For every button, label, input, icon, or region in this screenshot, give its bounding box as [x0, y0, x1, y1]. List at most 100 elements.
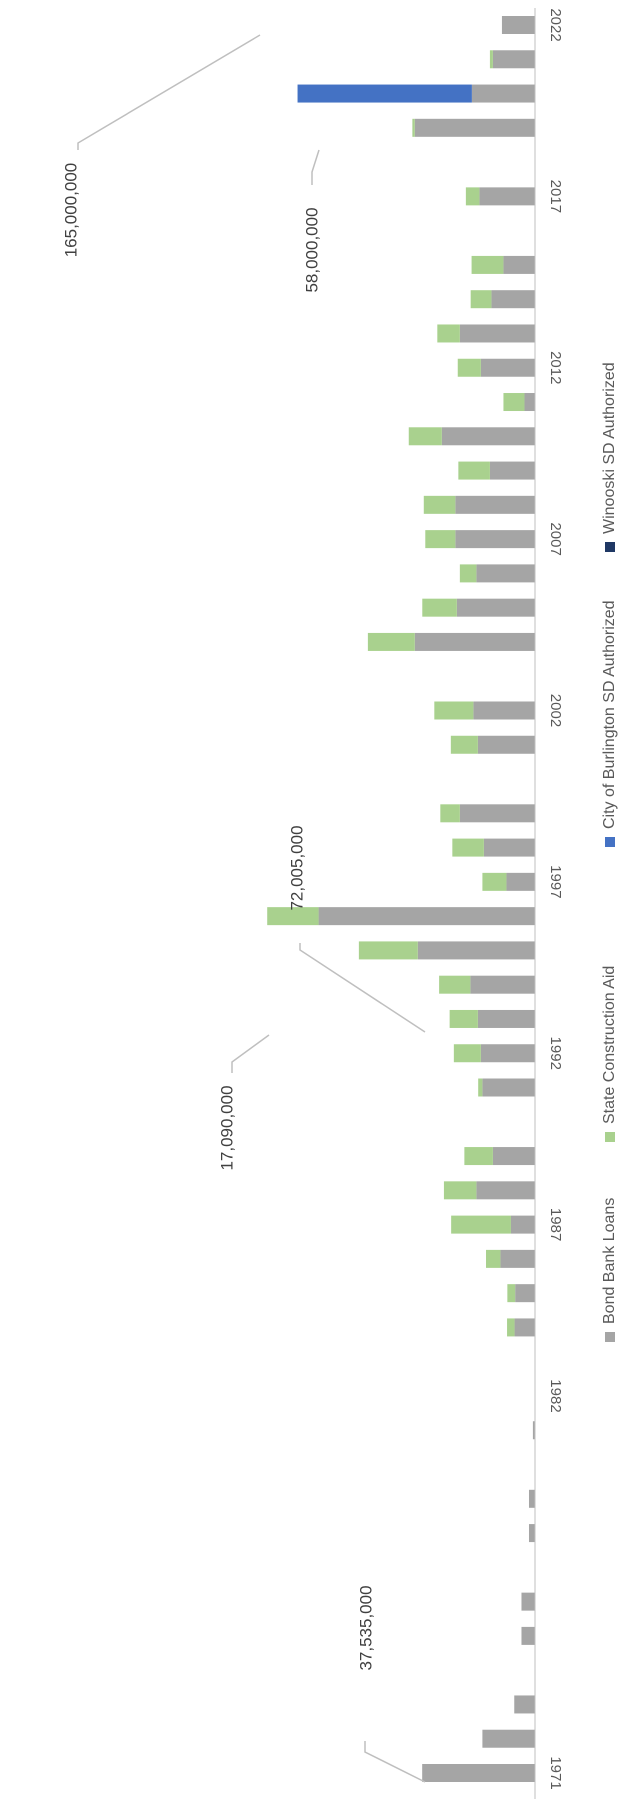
bar-2006-series-0 — [476, 564, 535, 583]
annotation-leader-line — [364, 1741, 426, 1783]
bar-1971-series-0 — [422, 1764, 535, 1782]
annotation-leader-line — [231, 1034, 270, 1073]
legend-swatch — [605, 837, 615, 847]
bar-2006-series-1 — [459, 564, 477, 583]
bar-2019-series-0 — [414, 118, 535, 137]
bar-2015-series-1 — [471, 255, 504, 274]
bar-2020-series-0 — [471, 84, 535, 103]
bar-2012-series-1 — [457, 358, 481, 377]
bar-1985-series-0 — [515, 1284, 535, 1303]
bar-1996-series-0 — [318, 907, 535, 926]
bar-1994-series-1 — [439, 975, 471, 994]
annotation-label: 72,005,000 — [287, 825, 306, 910]
legend: Bond Bank Loans State Construction Aid Cit… — [601, 362, 618, 1342]
legend-swatch — [605, 1332, 615, 1342]
bars-group — [267, 16, 535, 1782]
bar-1998-series-1 — [452, 838, 484, 857]
bar-2007-series-1 — [425, 530, 456, 549]
bar-2011-series-0 — [524, 393, 535, 412]
bar-1989-series-0 — [492, 1147, 535, 1166]
bar-1984-series-0 — [514, 1318, 535, 1337]
bar-1973-series-0 — [514, 1695, 535, 1714]
tick-label: 1992 — [547, 1037, 564, 1070]
annotation-leader-line — [311, 149, 320, 185]
annotation-label: 58,000,000 — [302, 207, 321, 292]
bar-2020-series-2 — [297, 84, 472, 103]
bar-1984-series-1 — [507, 1318, 515, 1337]
bar-1998-series-0 — [483, 838, 535, 857]
bar-2017-series-1 — [465, 187, 480, 206]
bar-1987-series-0 — [510, 1215, 535, 1234]
legend-label: City of Burlington SD Authorized — [601, 600, 618, 829]
tick-label: 2007 — [547, 522, 564, 555]
bar-1986-series-0 — [500, 1249, 535, 1268]
bar-2013-series-0 — [459, 324, 535, 343]
bar-2008-series-0 — [455, 495, 535, 514]
bar-2010-series-0 — [441, 427, 535, 446]
bar-1986-series-1 — [486, 1249, 501, 1268]
annotation-label: 37,535,000 — [356, 1585, 375, 1670]
bar-1985-series-1 — [507, 1284, 516, 1303]
bar-2013-series-1 — [437, 324, 460, 343]
bar-1976-series-0 — [521, 1592, 535, 1611]
tick-label: 1971 — [547, 1756, 564, 1789]
bar-1996-series-1 — [267, 907, 319, 926]
bar-1975-series-0 — [521, 1626, 535, 1645]
bar-1978-series-0 — [528, 1524, 535, 1543]
tick-label: 2017 — [547, 180, 564, 213]
bar-2002-series-1 — [434, 701, 474, 720]
bar-1989-series-1 — [464, 1147, 493, 1166]
bar-1999-series-0 — [459, 804, 535, 823]
annotation-leader-line — [77, 34, 261, 150]
legend-label: State Construction Aid — [601, 966, 618, 1124]
tick-label: 2022 — [547, 8, 564, 41]
bar-1991-series-1 — [478, 1078, 483, 1097]
bar-2014-series-0 — [491, 290, 535, 309]
bar-2005-series-0 — [456, 598, 535, 617]
bar-1992-series-0 — [480, 1044, 535, 1063]
annotations-group: 37,535,000 17,090,000 72,005,000 58,000,000… — [61, 34, 426, 1783]
bar-2010-series-1 — [408, 427, 442, 446]
bar-1999-series-1 — [440, 804, 460, 823]
bar-2015-series-0 — [503, 255, 535, 274]
bar-2004-series-1 — [367, 632, 415, 651]
annotation-label: 165,000,000 — [61, 163, 80, 258]
bar-1997-series-1 — [482, 872, 507, 891]
bar-1997-series-0 — [506, 872, 535, 891]
bar-1994-series-0 — [470, 975, 535, 994]
bar-2022-series-0 — [501, 16, 535, 34]
bar-2008-series-1 — [423, 495, 456, 514]
bar-2004-series-0 — [414, 632, 535, 651]
tick-label: 1987 — [547, 1208, 564, 1241]
bar-1992-series-1 — [453, 1044, 481, 1063]
bar-2009-series-1 — [458, 461, 490, 480]
bar-2019-series-1 — [412, 118, 415, 137]
legend-label: Winooski SD Authorized — [601, 362, 618, 534]
category-axis: 1971 1982 1987 1992 1997 2002 2007 2012 2017 2022 — [534, 8, 564, 1799]
tick-label: 2012 — [547, 351, 564, 384]
bar-2021-series-1 — [489, 50, 493, 69]
bar-1972-series-0 — [482, 1729, 535, 1748]
bar-1995-series-1 — [358, 941, 418, 960]
bar-1993-series-0 — [477, 1009, 535, 1028]
bar-1988-series-1 — [443, 1181, 477, 1200]
legend-swatch — [605, 542, 615, 552]
bar-2021-series-0 — [492, 50, 535, 69]
bar-1987-series-1 — [451, 1215, 511, 1234]
bar-1981-series-0 — [532, 1421, 535, 1440]
bar-2005-series-1 — [422, 598, 457, 617]
bar-1995-series-0 — [417, 941, 535, 960]
bar-1988-series-0 — [476, 1181, 535, 1200]
bar-2007-series-0 — [455, 530, 535, 549]
bar-2001-series-0 — [477, 735, 535, 754]
bar-2009-series-0 — [489, 461, 535, 480]
legend-label: Bond Bank Loans — [601, 1198, 618, 1324]
bar-2002-series-0 — [473, 701, 535, 720]
bar-2001-series-1 — [450, 735, 478, 754]
annotation-leader-line — [299, 943, 426, 1033]
bar-1979-series-0 — [528, 1489, 535, 1508]
tick-label: 1982 — [547, 1379, 564, 1412]
bar-1991-series-0 — [482, 1078, 535, 1097]
bar-2017-series-0 — [479, 187, 535, 206]
